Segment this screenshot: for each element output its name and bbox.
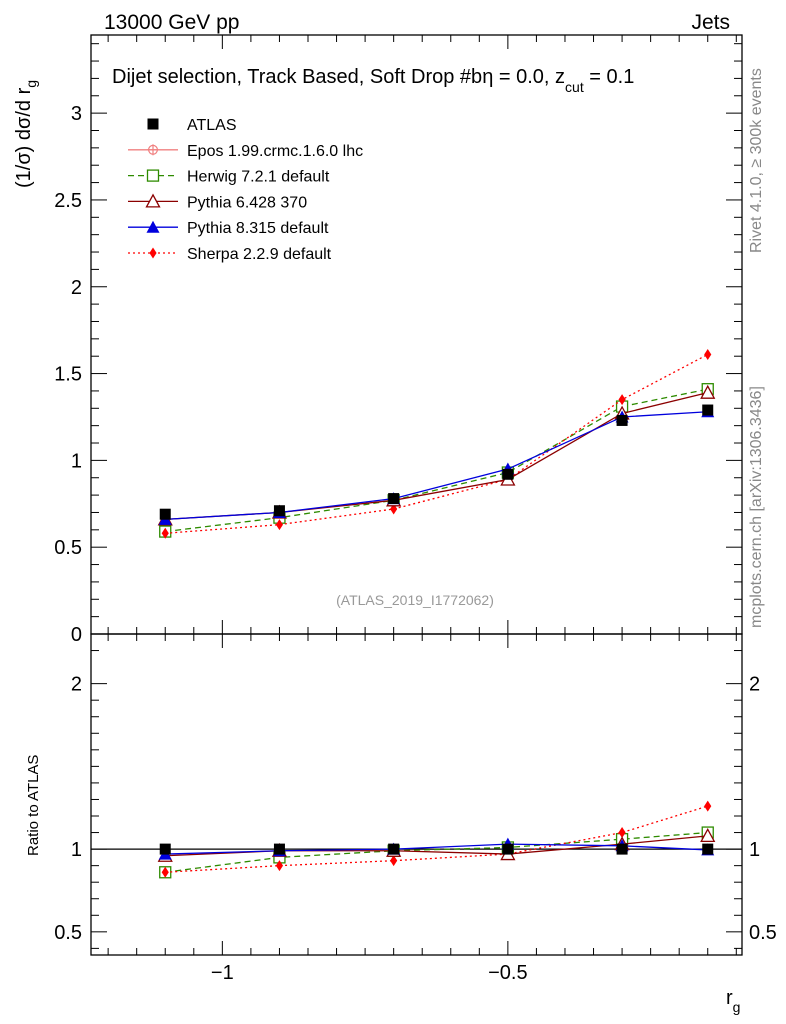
legend-marker bbox=[147, 118, 159, 130]
data-point-ratio-0 bbox=[616, 843, 628, 855]
y-tick-label-ratio: 0.5 bbox=[54, 922, 82, 944]
legend-marker bbox=[145, 193, 161, 208]
legend-marker bbox=[149, 247, 157, 259]
legend-marker bbox=[146, 220, 160, 233]
process-label: Jets bbox=[691, 11, 730, 34]
y-tick-label-ratio-right: 2 bbox=[749, 674, 760, 696]
data-point-ratio-0 bbox=[273, 843, 285, 855]
y-axis-label-main-text: (1/σ) dσ/d r bbox=[13, 87, 35, 188]
data-point-ratio-5 bbox=[161, 866, 169, 878]
mcplots-label: mcplots.cern.ch [arXiv:1306.3436] bbox=[748, 386, 765, 628]
data-point-main-0 bbox=[388, 493, 400, 505]
x-axis-label-sub: g bbox=[733, 999, 741, 1015]
x-axis-label-text: r bbox=[726, 987, 733, 1009]
chart-title-tail: = 0.1 bbox=[584, 66, 635, 88]
data-point-ratio-5 bbox=[618, 827, 626, 839]
ratio-plot-frame bbox=[90, 633, 743, 956]
rivet-label: Rivet 4.1.0, ≥ 300k events bbox=[748, 68, 765, 253]
data-point-ratio-5 bbox=[704, 800, 712, 812]
series-line-ratio-2 bbox=[165, 831, 708, 873]
chart-title: Dijet selection, Track Based, Soft Drop … bbox=[112, 66, 634, 95]
y-tick-label-main: 1.5 bbox=[54, 364, 82, 386]
legend-label: Pythia 8.315 default bbox=[187, 220, 329, 237]
chart-title-sub: cut bbox=[565, 79, 584, 95]
main-series-group bbox=[157, 348, 716, 539]
y-axis-label-main-sub: g bbox=[23, 80, 39, 88]
x-tick-label: −1 bbox=[211, 962, 234, 984]
data-point-ratio-0 bbox=[159, 843, 171, 855]
data-point-ratio-5 bbox=[275, 860, 284, 872]
data-point-main-0 bbox=[273, 505, 285, 517]
legend: ATLAS Epos 1.99.crmc.1.6.0 lhc Herwig 7.2.… bbox=[128, 117, 363, 263]
data-point-main-5 bbox=[161, 527, 169, 539]
series-line-ratio-5 bbox=[165, 805, 708, 873]
y-tick-label-main: 2.5 bbox=[54, 190, 82, 212]
data-point-ratio-0 bbox=[702, 843, 714, 855]
legend-label: Sherpa 2.2.9 default bbox=[187, 246, 332, 263]
series-line-main-5 bbox=[165, 353, 709, 534]
data-point-ratio-0 bbox=[388, 843, 400, 855]
data-point-main-5 bbox=[618, 394, 626, 406]
x-axis-label: rg bbox=[726, 987, 740, 1015]
y-axis-label-ratio: Ratio to ATLAS bbox=[25, 755, 42, 856]
y-tick-label-main: 3 bbox=[71, 103, 82, 125]
y-tick-label-main: 0 bbox=[71, 624, 82, 646]
y-tick-label-ratio-right: 1 bbox=[749, 839, 760, 861]
chart-title-main: Dijet selection, Track Based, Soft Drop … bbox=[112, 66, 482, 88]
ratio-series-group bbox=[157, 800, 716, 879]
x-tick-label: −0.5 bbox=[488, 962, 527, 984]
legend-label: Herwig 7.2.1 default bbox=[187, 169, 330, 186]
data-point-main-5 bbox=[275, 519, 284, 531]
data-point-main-0 bbox=[616, 414, 628, 426]
data-point-ratio-0 bbox=[502, 843, 514, 855]
series-line-ratio-4 bbox=[165, 843, 708, 855]
data-point-main-0 bbox=[159, 508, 171, 520]
data-point-ratio-5 bbox=[390, 855, 398, 867]
energy-label: 13000 GeV pp bbox=[104, 11, 239, 34]
y-tick-label-ratio-right: 0.5 bbox=[749, 922, 777, 944]
axes-group: −1 −0.5 0 0.5 1 1.5 2 2.5 3 0.5 0.5 1 1 2 2 bbox=[54, 35, 777, 984]
legend-marker bbox=[147, 144, 159, 156]
legend-marker bbox=[146, 169, 160, 182]
y-tick-label-main: 1 bbox=[71, 450, 82, 472]
series-line-main-2 bbox=[165, 388, 708, 533]
chart-title-eta: η = 0.0, z bbox=[482, 66, 565, 88]
analysis-id: (ATLAS_2019_I1772062) bbox=[336, 592, 494, 608]
legend-label: Pythia 6.428 370 bbox=[187, 194, 307, 211]
y-tick-label-ratio: 2 bbox=[71, 674, 82, 696]
y-tick-label-main: 2 bbox=[71, 277, 82, 299]
data-point-main-5 bbox=[704, 348, 712, 360]
data-point-ratio-3 bbox=[700, 828, 716, 843]
legend-label: ATLAS bbox=[187, 117, 237, 134]
y-axis-label-main: (1/σ) dσ/d rg bbox=[13, 80, 39, 188]
y-tick-label-main: 0.5 bbox=[54, 537, 82, 559]
data-point-main-0 bbox=[702, 404, 714, 416]
series-line-main-4 bbox=[165, 411, 708, 521]
legend-label: Epos 1.99.crmc.1.6.0 lhc bbox=[187, 143, 363, 160]
data-point-main-3 bbox=[700, 384, 716, 399]
data-point-main-0 bbox=[502, 468, 514, 480]
y-tick-label-ratio: 1 bbox=[71, 839, 82, 861]
